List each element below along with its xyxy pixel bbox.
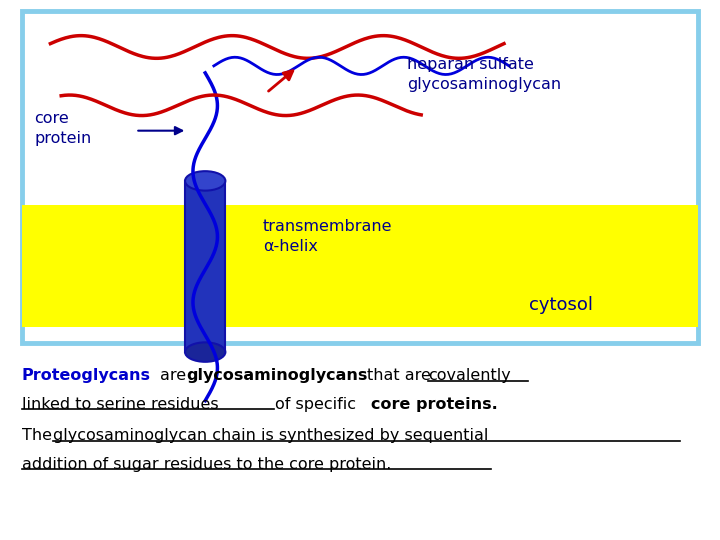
Text: addition of sugar residues to the core protein.: addition of sugar residues to the core p… [22, 457, 391, 472]
Ellipse shape [185, 342, 225, 362]
Bar [185, 181, 225, 352]
Ellipse shape [185, 171, 225, 191]
Text: that are: that are [367, 368, 431, 383]
Text: of specific: of specific [275, 397, 356, 412]
Text: are: are [160, 368, 186, 383]
Text: glycosaminoglycan chain is synthesized by sequential: glycosaminoglycan chain is synthesized b… [53, 428, 489, 443]
Text: heparan sulfate
glycosaminoglycan: heparan sulfate glycosaminoglycan [407, 57, 561, 92]
Text: glycosaminoglycans: glycosaminoglycans [186, 368, 367, 383]
Text: core
protein: core protein [35, 111, 92, 146]
Text: cytosol: cytosol [529, 296, 593, 314]
Text: The: The [22, 428, 52, 443]
Text: covalently: covalently [428, 368, 510, 383]
Bar [22, 205, 698, 327]
Text: Proteoglycans: Proteoglycans [22, 368, 150, 383]
Text: transmembrane
α-helix: transmembrane α-helix [263, 219, 392, 254]
Text: core proteins.: core proteins. [371, 397, 498, 412]
Text: linked to serine residues: linked to serine residues [22, 397, 218, 412]
Bar [22, 11, 698, 343]
